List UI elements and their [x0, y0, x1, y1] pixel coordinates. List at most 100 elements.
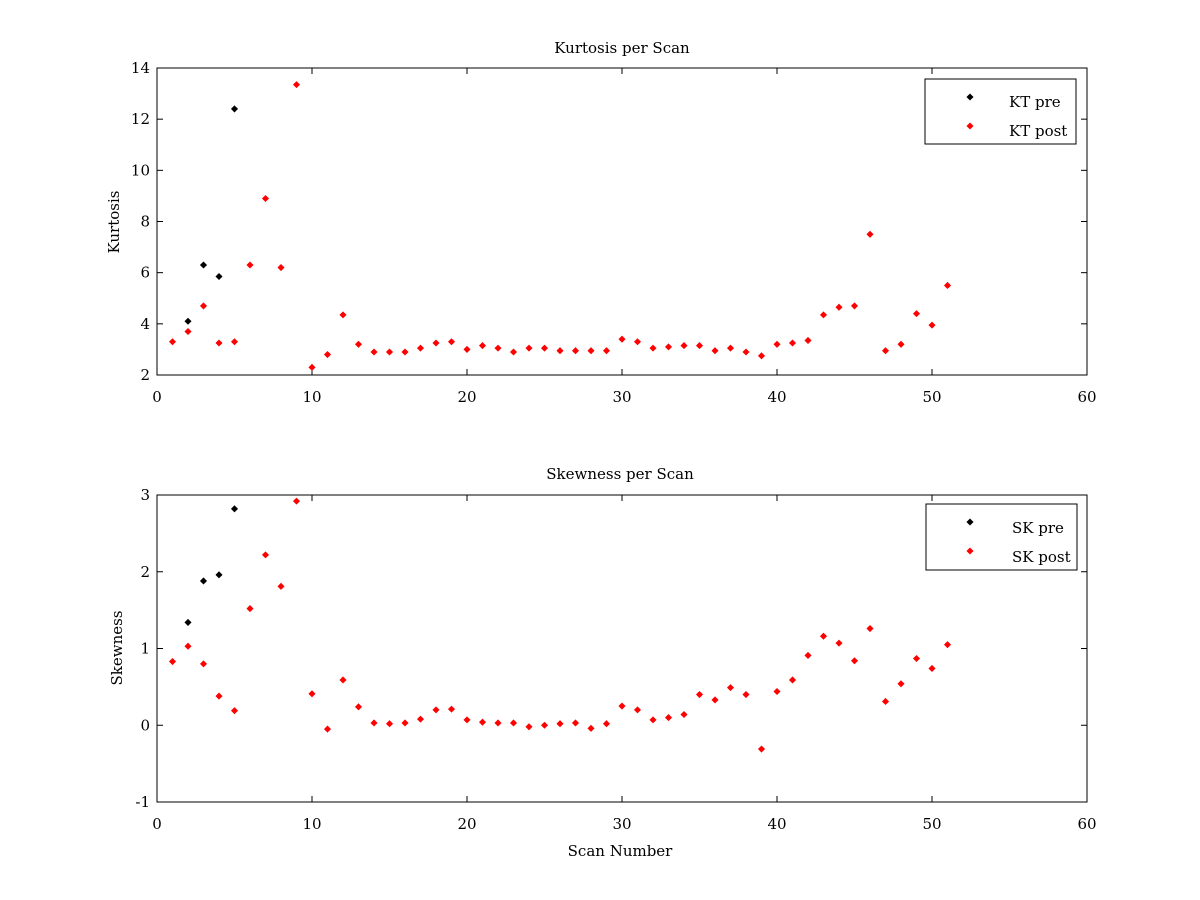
kurtosis-post-point: [525, 344, 533, 352]
kurtosis-post-point: [246, 261, 254, 269]
skewness-post-point: [602, 720, 611, 728]
skewness-y-tick-label: 3: [140, 486, 150, 504]
kurtosis-post-point: [788, 339, 797, 347]
skewness-post-point: [525, 723, 533, 731]
skewness-post-point: [339, 676, 347, 684]
kurtosis-post-point: [726, 344, 735, 352]
kurtosis-post-point: [835, 303, 843, 311]
kurtosis-post-point: [540, 344, 549, 352]
kurtosis-y-axis-label: Kurtosis: [105, 191, 123, 254]
skewness-post-point: [509, 719, 518, 727]
kurtosis-post-point: [928, 321, 936, 329]
skewness-y-axis-label: Skewness: [108, 610, 126, 685]
kurtosis-post-point: [773, 340, 781, 348]
skewness-post-point: [819, 632, 828, 640]
kurtosis-post-point: [308, 363, 316, 371]
skewness-post-point: [881, 697, 890, 705]
skewness-post-point: [742, 691, 750, 699]
kurtosis-post-point: [757, 352, 766, 360]
kurtosis-post-point: [897, 340, 905, 348]
skewness-post-point: [633, 706, 642, 714]
kurtosis-post-point: [850, 302, 859, 310]
kurtosis-post-point: [881, 347, 890, 355]
skewness-y-tick-label: 1: [140, 640, 150, 658]
skewness-post-point: [866, 625, 874, 633]
skewness-legend-marker-pre: [966, 518, 974, 526]
kurtosis-post-point: [509, 348, 518, 356]
kurtosis-post-point: [602, 347, 611, 355]
kurtosis-post-point: [168, 338, 177, 346]
skewness-pre-point: [184, 618, 192, 626]
kurtosis-post-point: [292, 81, 301, 89]
skewness-post-point: [168, 658, 177, 666]
kurtosis-y-tick-label: 4: [140, 315, 150, 333]
skewness-post-point: [416, 715, 425, 723]
skewness-post-point: [184, 642, 192, 650]
kurtosis-post-point: [633, 338, 642, 346]
skewness-post-point: [943, 641, 952, 649]
kurtosis-plot: Kurtosis per Scan Kurtosis 0 10 20 30 40 50 60…: [105, 39, 1097, 406]
kurtosis-pre-point: [184, 317, 192, 325]
skewness-post-point: [649, 716, 657, 724]
skewness-post-point: [726, 684, 735, 692]
kurtosis-post-point: [912, 310, 921, 318]
skewness-x-axis-label: Scan Number: [568, 842, 674, 860]
kurtosis-pre-point: [199, 261, 208, 269]
kurtosis-y-tick-label: 10: [131, 161, 150, 179]
kurtosis-post-point: [184, 327, 192, 336]
kurtosis-post-point: [494, 344, 502, 352]
kurtosis-post-point: [695, 342, 704, 350]
skewness-post-point: [556, 720, 564, 728]
skewness-post-point: [463, 716, 471, 724]
kurtosis-post-point: [711, 347, 719, 355]
kurtosis-y-tick-label: 8: [140, 213, 150, 231]
skewness-post-point: [215, 692, 223, 700]
skewness-plot: Skewness per Scan Skewness Scan Number 0…: [108, 465, 1097, 860]
kurtosis-post-point: [339, 311, 347, 319]
skewness-legend: SK pre SK post: [925, 503, 1078, 571]
kurtosis-x-tick-label: 0: [152, 388, 162, 406]
kurtosis-legend-marker-post: [966, 122, 974, 130]
skewness-post-point: [292, 497, 301, 505]
kurtosis-y-tick-label: 12: [131, 110, 150, 128]
skewness-post-point: [478, 718, 487, 726]
kurtosis-plot-title: Kurtosis per Scan: [554, 39, 690, 57]
skewness-post-point: [323, 725, 332, 733]
skewness-post-point: [618, 702, 626, 710]
skewness-post-point: [230, 707, 239, 715]
skewness-post-point: [680, 710, 688, 719]
kurtosis-x-tick-label: 10: [302, 388, 321, 406]
skewness-legend-box: [925, 503, 1078, 571]
kurtosis-post-point: [215, 339, 223, 347]
kurtosis-post-point: [804, 336, 812, 344]
skewness-x-tick-label: 10: [302, 815, 321, 833]
kurtosis-post-point: [370, 348, 378, 356]
skewness-legend-label-post: SK post: [1012, 548, 1071, 566]
skewness-pre-point: [215, 571, 223, 579]
kurtosis-post-point: [323, 350, 332, 359]
skewness-post-point: [540, 721, 549, 729]
kurtosis-post-point: [680, 342, 688, 350]
kurtosis-ticks: 0 10 20 30 40 50 60 2 4 6 8 10 12 14: [131, 59, 1097, 406]
kurtosis-post-point: [354, 340, 363, 348]
kurtosis-legend: KT pre KT post: [924, 78, 1077, 145]
kurtosis-legend-marker-pre: [966, 93, 974, 101]
kurtosis-points: [168, 81, 952, 371]
skewness-post-point: [897, 680, 905, 688]
kurtosis-x-tick-label: 50: [922, 388, 941, 406]
kurtosis-pre-point: [215, 272, 223, 281]
skewness-post-point: [447, 705, 456, 713]
skewness-post-point: [928, 664, 936, 672]
kurtosis-x-tick-label: 30: [612, 388, 631, 406]
kurtosis-post-point: [618, 335, 626, 343]
kurtosis-post-point: [819, 311, 828, 319]
skewness-post-point: [835, 639, 843, 647]
skewness-x-tick-label: 60: [1077, 815, 1096, 833]
skewness-y-tick-label: 0: [140, 716, 150, 734]
skewness-x-tick-label: 30: [612, 815, 631, 833]
kurtosis-y-tick-label: 2: [140, 366, 150, 384]
skewness-x-tick-label: 40: [767, 815, 786, 833]
kurtosis-post-point: [571, 347, 580, 355]
